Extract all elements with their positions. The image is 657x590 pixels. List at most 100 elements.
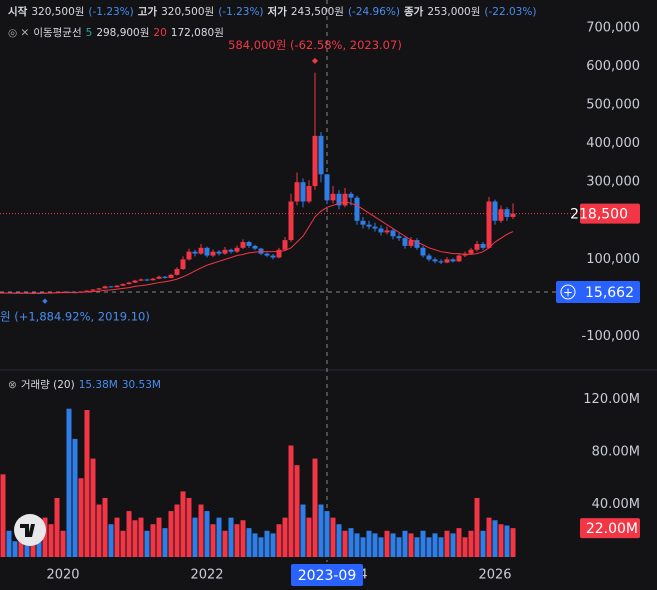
- ma-value: 172,080원: [170, 27, 224, 39]
- volume-bar: [324, 511, 330, 557]
- volume-bar: [168, 511, 174, 557]
- candle-body: [252, 245, 258, 249]
- volume-bar: [264, 530, 270, 557]
- candle-body: [408, 240, 414, 246]
- volume-bar: [138, 517, 144, 557]
- candle-body: [132, 280, 138, 283]
- volume-bar: [228, 517, 234, 557]
- volume-bar: [210, 524, 216, 557]
- volume-bar: [78, 478, 84, 557]
- volume-bar: [42, 517, 48, 557]
- legend-icons[interactable]: ◎ ✕: [8, 26, 30, 39]
- candle-body: [90, 289, 96, 291]
- volume-bar: [114, 517, 120, 557]
- add-button[interactable]: [560, 284, 576, 300]
- volume-bar: [498, 524, 504, 557]
- candle-body: [354, 197, 360, 221]
- candle-body: [258, 248, 264, 254]
- legend-value: 320,500원: [31, 6, 85, 18]
- volume-bar: [36, 530, 42, 557]
- candle-body: [234, 247, 240, 252]
- candle-body: [264, 253, 270, 256]
- candle-body: [312, 135, 318, 187]
- volume-legend: ⊗ 거래량 (20) 15.38M 30.53M: [8, 377, 161, 392]
- candle-body: [492, 201, 498, 221]
- crosshair-price-label: 15,662: [585, 285, 634, 301]
- volume-bar: [444, 530, 450, 557]
- candle-body: [246, 242, 252, 246]
- legend-change: (-22.03%): [484, 5, 537, 18]
- tv-logo: [14, 514, 46, 546]
- volume-bar: [468, 530, 474, 557]
- candle-body: [504, 209, 510, 217]
- x-tick-label: 2026: [478, 568, 511, 583]
- legend-value: 243,500원: [290, 6, 344, 18]
- legend-label: 고가: [137, 6, 158, 18]
- candle-body: [456, 255, 462, 262]
- candle-body: [468, 249, 474, 254]
- volume-bar: [378, 537, 384, 557]
- volume-bar: [270, 533, 276, 557]
- candle-body: [426, 255, 432, 260]
- legend-label: 종가: [403, 6, 424, 18]
- volume-bar: [222, 530, 228, 557]
- volume-icon[interactable]: ⊗: [8, 378, 17, 391]
- volume-bar: [60, 530, 66, 557]
- volume-tick-label: 40.00M: [592, 497, 640, 512]
- candle-body: [96, 288, 102, 290]
- ma-legend: ◎ ✕ 이동평균선 5 298,900원 20 172,080원: [8, 25, 224, 40]
- min-marker: ◆: [42, 297, 48, 305]
- volume-bar: [456, 528, 462, 557]
- legend-label: 저가: [267, 6, 287, 18]
- candle-body: [168, 274, 174, 278]
- plot-area: [0, 0, 578, 562]
- y-tick-label: 100,000: [586, 252, 640, 267]
- volume-bar: [126, 511, 132, 557]
- candle-body: [240, 242, 246, 248]
- volume-bar: [192, 517, 198, 557]
- volume-bar: [336, 524, 342, 557]
- volume-bar: [240, 520, 246, 557]
- candle-body: [114, 285, 120, 288]
- volume-last-tag: [580, 518, 640, 539]
- candle-body: [216, 251, 222, 254]
- volume-bar: [186, 497, 192, 557]
- candle-body: [510, 213, 516, 217]
- volume-bar: [342, 530, 348, 557]
- volume-bar: [72, 438, 78, 557]
- volume-bar: [300, 504, 306, 557]
- candle-body: [480, 243, 486, 248]
- volume-bar: [414, 537, 420, 557]
- volume-bar: [84, 410, 90, 557]
- candle-body: [486, 201, 492, 248]
- volume-bar: [372, 533, 378, 557]
- candle-body: [360, 220, 366, 225]
- volume-bar: [330, 517, 336, 557]
- volume-bar: [30, 537, 36, 557]
- volume-bar: [480, 530, 486, 557]
- volume-bar: [426, 537, 432, 557]
- volume-bar: [486, 517, 492, 557]
- volume-bar: [48, 524, 54, 557]
- candle-body: [432, 259, 438, 262]
- volume-last-label: 22.00M: [586, 521, 638, 537]
- crosshair-time-label: 2023-09: [298, 568, 357, 584]
- candle-body: [366, 224, 372, 227]
- candle-body: [126, 282, 132, 285]
- last-price-label: 218,500: [570, 207, 628, 223]
- volume-legend-value: 30.53M: [121, 378, 161, 391]
- volume-bar: [66, 408, 72, 557]
- volume-bar: [156, 517, 162, 557]
- candle-body: [270, 255, 276, 258]
- candle-body: [180, 259, 186, 270]
- volume-bar: [318, 504, 324, 557]
- candle-body: [330, 193, 336, 201]
- candle-body: [186, 251, 192, 260]
- candle-body: [276, 249, 282, 258]
- ma-value: 298,900원: [96, 27, 150, 39]
- volume-bar: [54, 497, 60, 557]
- x-tick-label: 2020: [46, 568, 79, 583]
- volume-bar: [420, 530, 426, 557]
